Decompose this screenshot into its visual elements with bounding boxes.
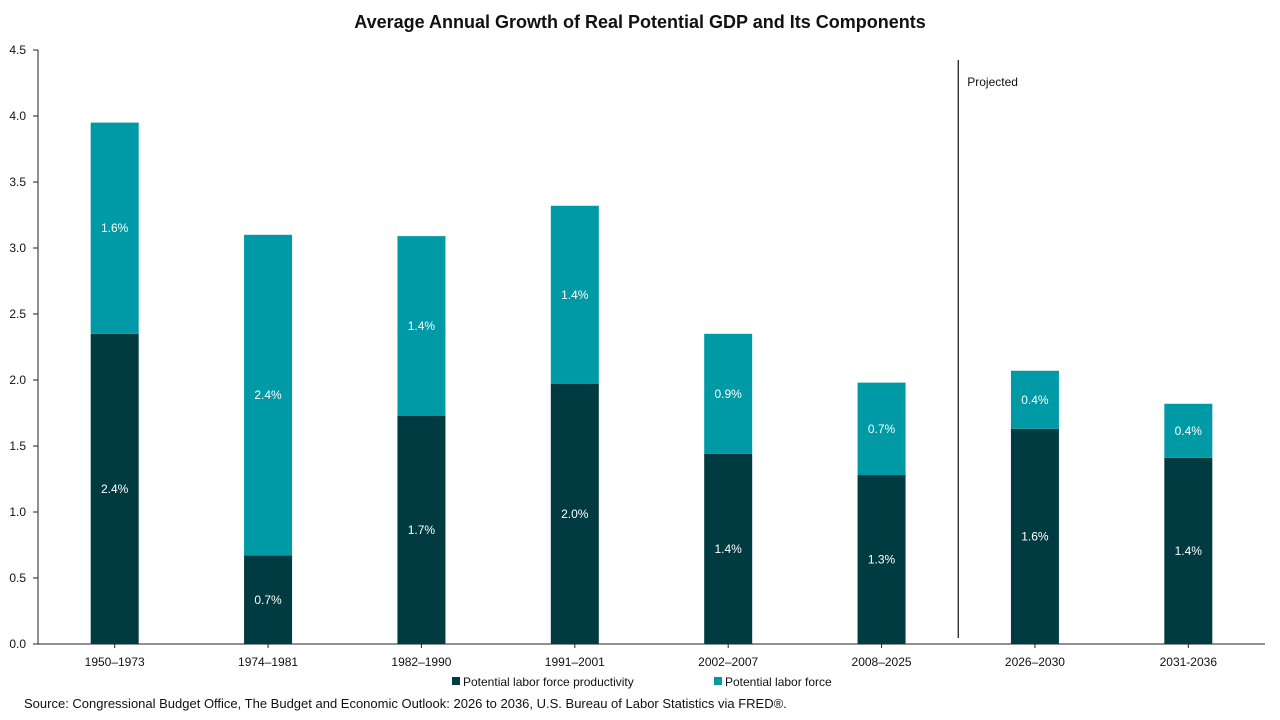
- bar-segment-labor-force: [90, 122, 139, 334]
- x-tick-label: 2031-2036: [1160, 655, 1218, 669]
- data-label: 1.4%: [408, 319, 436, 333]
- legend-label: Potential labor force: [725, 675, 832, 689]
- x-tick-label: 2002–2007: [698, 655, 758, 669]
- x-tick-label: 1991–2001: [545, 655, 605, 669]
- data-label: 0.4%: [1021, 393, 1049, 407]
- bar-segment-labor-force: [550, 205, 599, 384]
- data-label: 0.7%: [254, 593, 282, 607]
- y-tick-label: 1.0: [9, 505, 26, 519]
- bar-segment-productivity: [550, 383, 599, 644]
- source-note: Source: Congressional Budget Office, The…: [24, 696, 787, 711]
- chart-title: Average Annual Growth of Real Potential …: [354, 12, 926, 32]
- bar-segment-labor-force: [244, 234, 293, 556]
- bar-segment-productivity: [244, 555, 293, 644]
- x-tick-label: 2026–2030: [1005, 655, 1065, 669]
- x-tick-label: 1950–1973: [85, 655, 145, 669]
- data-label: 1.7%: [408, 523, 436, 537]
- bar-segment-labor-force: [1164, 403, 1213, 458]
- data-label: 2.0%: [561, 507, 589, 521]
- data-label: 1.6%: [1021, 529, 1049, 543]
- data-label: 1.4%: [715, 542, 743, 556]
- bar-segment-productivity: [1164, 457, 1213, 644]
- y-tick-label: 3.0: [9, 241, 26, 255]
- data-label: 0.4%: [1175, 424, 1203, 438]
- data-label: 1.3%: [868, 553, 896, 567]
- bar-segment-labor-force: [704, 333, 753, 454]
- x-tick-label: 1974–1981: [238, 655, 298, 669]
- data-label: 1.4%: [1175, 544, 1203, 558]
- y-tick-label: 4.5: [9, 43, 26, 57]
- y-tick-label: 0.0: [9, 637, 26, 651]
- y-tick-label: 4.0: [9, 109, 26, 123]
- bar-segment-productivity: [704, 453, 753, 644]
- data-label: 0.9%: [715, 387, 743, 401]
- y-tick-label: 2.5: [9, 307, 26, 321]
- data-label: 1.4%: [561, 288, 589, 302]
- legend-swatch: [714, 677, 722, 685]
- bar-segment-productivity: [90, 333, 139, 644]
- x-tick-label: 1982–1990: [391, 655, 451, 669]
- projection-label: Projected: [967, 75, 1018, 89]
- y-tick-label: 2.0: [9, 373, 26, 387]
- y-tick-label: 1.5: [9, 439, 26, 453]
- y-tick-label: 3.5: [9, 175, 26, 189]
- data-label: 1.6%: [101, 221, 129, 235]
- bar-segment-labor-force: [397, 236, 446, 416]
- x-tick-label: 2008–2025: [852, 655, 912, 669]
- legend-swatch: [452, 677, 460, 685]
- bar-segment-productivity: [857, 475, 906, 644]
- bar-segment-productivity: [397, 415, 446, 644]
- bar-segment-productivity: [1010, 428, 1059, 644]
- bar-segment-labor-force: [857, 382, 906, 476]
- data-label: 2.4%: [254, 388, 282, 402]
- y-tick-label: 0.5: [9, 571, 26, 585]
- bar-segment-labor-force: [1010, 370, 1059, 429]
- legend-label: Potential labor force productivity: [463, 675, 634, 689]
- data-label: 0.7%: [868, 422, 896, 436]
- data-label: 2.4%: [101, 482, 129, 496]
